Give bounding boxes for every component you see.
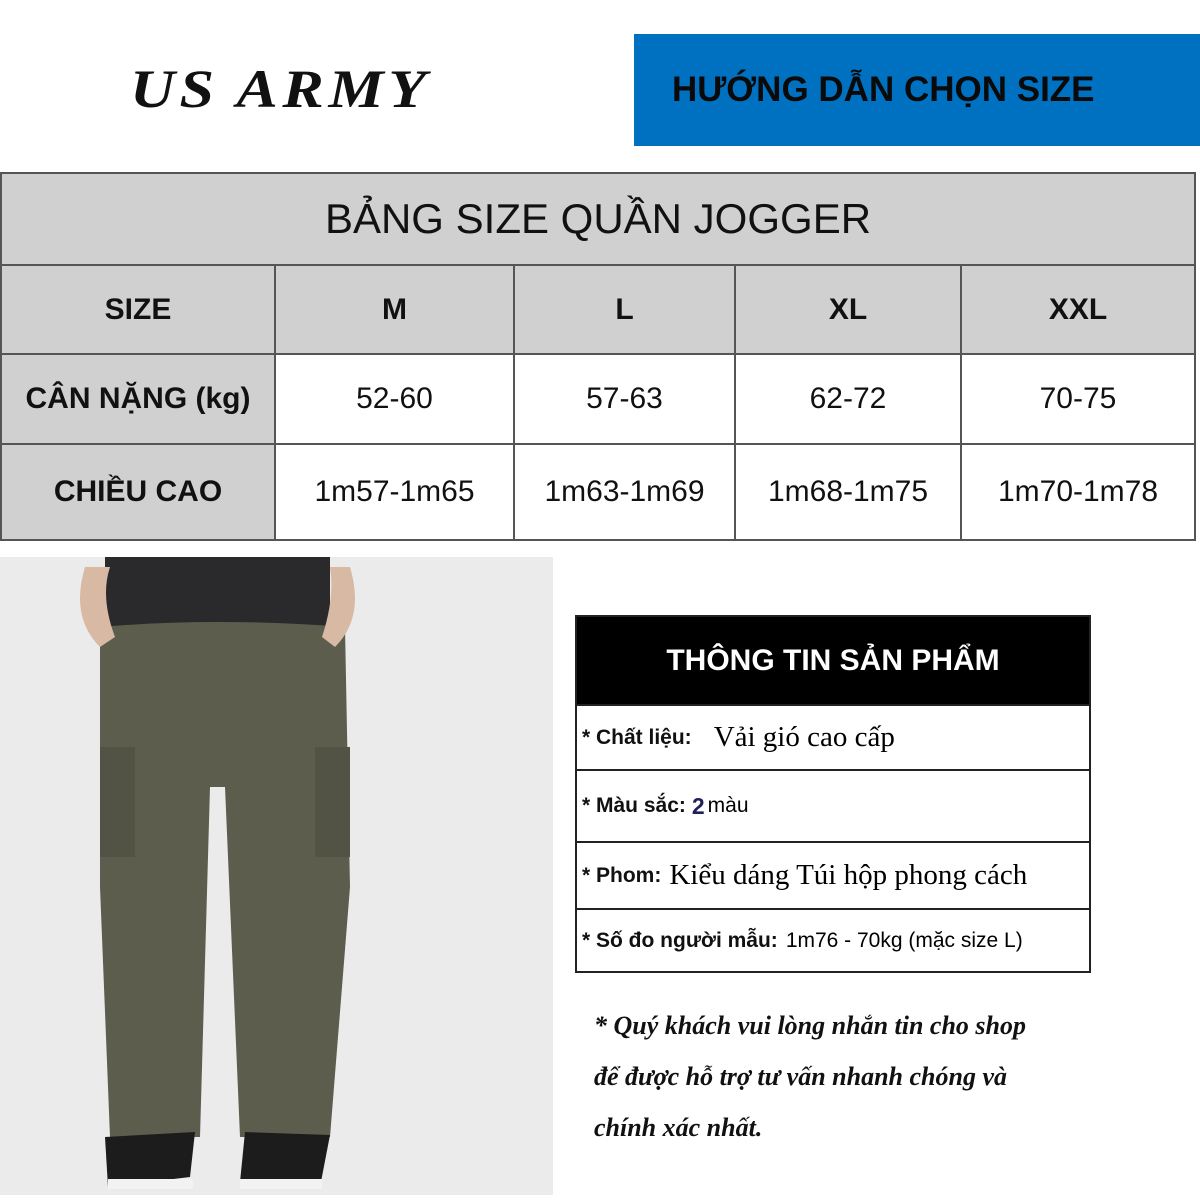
cell: 57-63 [513, 353, 736, 445]
info-value: 1m76 - 70kg (mặc size L) [785, 928, 1023, 952]
product-info-title: THÔNG TIN SẢN PHẨM [577, 617, 1089, 704]
info-row-model: * Số đo người mẫu: 1m76 - 70kg (mặc size … [577, 908, 1089, 971]
cell: 1m63-1m69 [513, 443, 736, 541]
cell: 52-60 [274, 353, 515, 445]
size-table: BẢNG SIZE QUẦN JOGGER SIZE M L XL XXL CÂ… [0, 172, 1196, 541]
info-value: Kiểu dáng Túi hộp phong cách [669, 859, 1028, 891]
note-line: * Quý khách vui lòng nhắn tin cho shop [594, 1011, 1027, 1040]
cell: 70-75 [960, 353, 1196, 445]
size-table-title: BẢNG SIZE QUẦN JOGGER [0, 172, 1196, 266]
brand-logo: US ARMY [130, 59, 431, 119]
info-key: * Chất liệu: [582, 725, 692, 749]
info-value: màu [707, 794, 749, 817]
row-label: CÂN NẶNG (kg) [0, 353, 276, 445]
note-line: để được hỗ trợ tư vấn nhanh chóng và [594, 1062, 1008, 1091]
size-guide-banner: HƯỚNG DẪN CHỌN SIZE [634, 34, 1200, 146]
cell: 1m68-1m75 [734, 443, 962, 541]
product-photo [0, 557, 553, 1195]
contact-note: * Quý khách vui lòng nhắn tin cho shop đ… [594, 1000, 1114, 1153]
header-cell: M [274, 264, 515, 355]
table-header-row: SIZE M L XL XXL [0, 264, 1196, 355]
cell: 62-72 [734, 353, 962, 445]
header-cell: XL [734, 264, 962, 355]
header-cell: XXL [960, 264, 1196, 355]
info-key: * Phom: [582, 863, 662, 887]
product-info-table: THÔNG TIN SẢN PHẨM * Chất liệu: Vải gió c… [575, 615, 1091, 973]
info-key: * Màu sắc: [582, 794, 686, 817]
cell: 1m57-1m65 [274, 443, 515, 541]
info-value: Vải gió cao cấp [713, 721, 895, 753]
table-row: CHIỀU CAO 1m57-1m65 1m63-1m69 1m68-1m75 … [0, 443, 1196, 541]
info-row-material: * Chất liệu: Vải gió cao cấp [577, 704, 1089, 769]
header-cell: L [513, 264, 736, 355]
info-key: * Số đo người mẫu: [582, 928, 778, 952]
table-row: CÂN NẶNG (kg) 52-60 57-63 62-72 70-75 [0, 353, 1196, 445]
cell: 1m70-1m78 [960, 443, 1196, 541]
banner-title: HƯỚNG DẪN CHỌN SIZE [672, 70, 1095, 109]
header-cell: SIZE [0, 264, 276, 355]
info-color-count: 2 [691, 792, 705, 819]
note-line: chính xác nhất. [594, 1113, 763, 1142]
row-label: CHIỀU CAO [0, 443, 276, 541]
info-row-color: * Màu sắc: 2 màu [577, 769, 1089, 841]
info-row-fit: * Phom: Kiểu dáng Túi hộp phong cách [577, 841, 1089, 908]
